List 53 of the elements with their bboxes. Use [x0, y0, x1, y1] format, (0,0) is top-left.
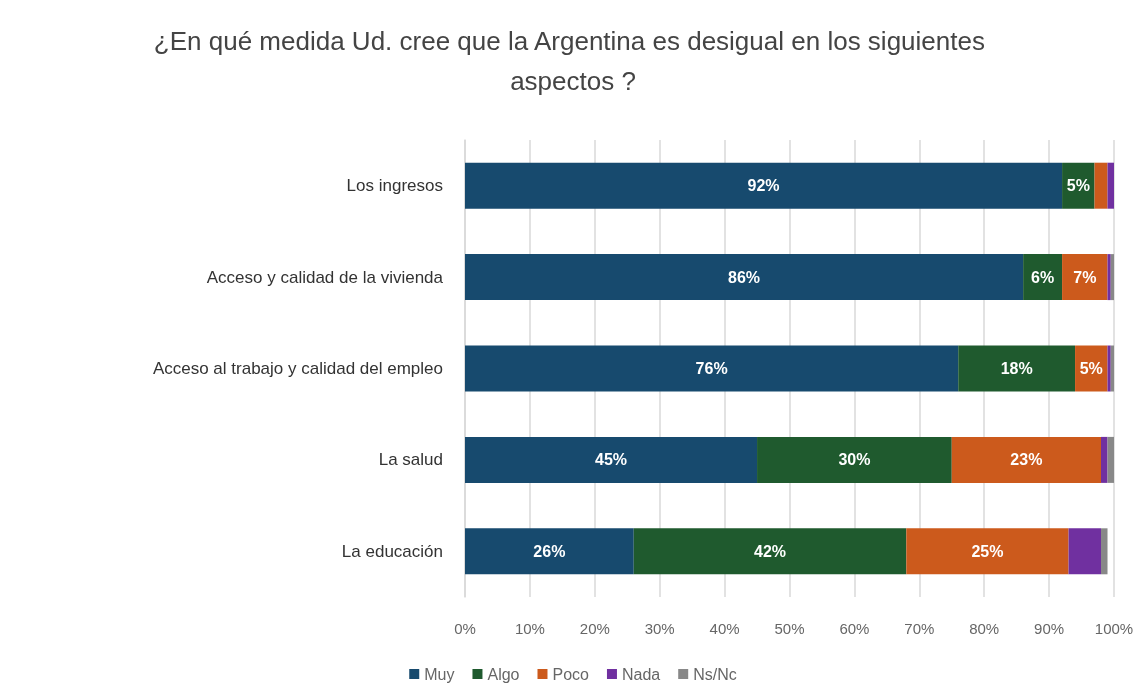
bar — [465, 528, 634, 575]
data-label: 7% — [1073, 268, 1097, 286]
bar — [1101, 528, 1108, 575]
x-tick-label: 90% — [1034, 620, 1065, 637]
legend-label: Poco — [552, 665, 590, 683]
bar — [465, 436, 758, 483]
bar — [1107, 436, 1114, 483]
y-tick-label: Acceso y calidad de la vivienda — [206, 267, 444, 287]
bar — [951, 436, 1102, 483]
x-tick-label: 60% — [839, 620, 870, 637]
bar — [1062, 254, 1108, 301]
data-label: 25% — [971, 542, 1004, 560]
bar — [465, 162, 1063, 209]
data-label: 76% — [695, 360, 728, 377]
bar — [1094, 162, 1108, 209]
x-tick-label: 20% — [579, 620, 610, 637]
x-tick-label: 100% — [1094, 620, 1134, 637]
data-label: 18% — [1000, 360, 1033, 377]
y-tick-label: Los ingresos — [346, 176, 443, 196]
bar — [757, 436, 952, 483]
legend-label: Algo — [487, 665, 520, 683]
y-tick-label: Acceso al trabajo y calidad del empleo — [152, 359, 443, 378]
legend-label: Nada — [621, 665, 661, 683]
bar — [906, 528, 1069, 575]
bar — [633, 528, 907, 575]
data-label: 86% — [728, 268, 761, 286]
x-tick-label: 30% — [644, 620, 675, 637]
x-tick-label: 40% — [709, 620, 740, 637]
x-tick-label: 50% — [774, 620, 805, 637]
legend-label: Ns/Nc — [693, 665, 737, 683]
x-tick-label: 0% — [454, 620, 476, 637]
bar — [1068, 528, 1102, 575]
x-tick-label: 70% — [904, 620, 935, 637]
legend-label: Muy — [424, 665, 455, 683]
data-label: 42% — [754, 542, 787, 560]
bar — [958, 345, 1076, 392]
data-label: 26% — [533, 542, 566, 560]
data-label: 30% — [838, 451, 871, 469]
x-tick-label: 80% — [969, 620, 1000, 637]
data-label: 92% — [747, 177, 780, 195]
bar — [465, 345, 959, 392]
bar — [1101, 436, 1108, 483]
data-label: 5% — [1066, 177, 1090, 195]
chart-title: ¿En qué medida Ud. cree que la Argentina es desigual en los siguientes aspectos ? — [153, 26, 993, 96]
y-tick-label: La salud — [378, 450, 443, 470]
y-tick-label: La educación — [341, 541, 443, 561]
bar — [1107, 162, 1114, 209]
data-label: 6% — [1031, 268, 1055, 286]
data-label: 45% — [595, 451, 628, 469]
data-label: 23% — [1010, 451, 1043, 469]
bar — [465, 254, 1024, 301]
data-label: 5% — [1079, 360, 1103, 377]
x-tick-label: 10% — [514, 620, 545, 637]
